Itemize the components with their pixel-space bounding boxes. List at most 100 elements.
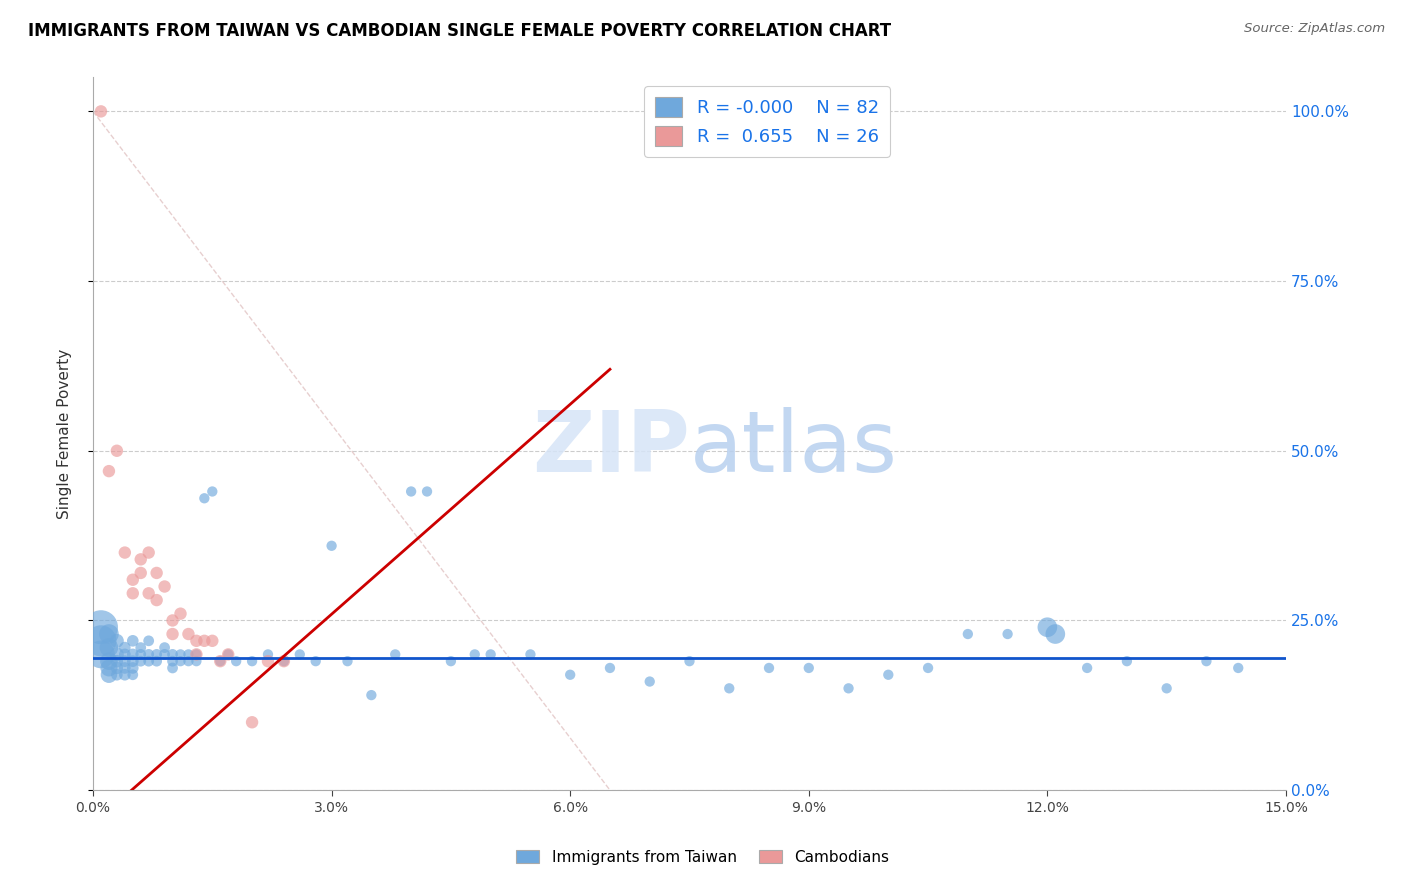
Y-axis label: Single Female Poverty: Single Female Poverty [58,349,72,519]
Text: Source: ZipAtlas.com: Source: ZipAtlas.com [1244,22,1385,36]
Text: ZIP: ZIP [531,407,689,490]
Point [177,627,200,641]
Point [997,627,1019,641]
Point [145,654,167,668]
Point [519,648,541,662]
Point [105,443,128,458]
Point [718,681,741,696]
Point [201,633,224,648]
Point [162,614,184,628]
Point [440,654,463,668]
Point [273,654,295,668]
Point [360,688,382,702]
Point [129,552,152,566]
Point [97,661,120,675]
Point [169,648,191,662]
Point [162,648,184,662]
Text: atlas: atlas [689,407,897,490]
Point [153,580,176,594]
Point [121,667,143,681]
Point [257,654,280,668]
Point [90,104,112,119]
Point [169,607,191,621]
Point [638,674,661,689]
Point [186,633,208,648]
Point [177,648,200,662]
Point [121,633,143,648]
Point [177,654,200,668]
Point [1227,661,1250,675]
Point [1076,661,1098,675]
Point [305,654,328,668]
Point [114,667,136,681]
Point [1156,681,1178,696]
Point [105,633,128,648]
Point [145,648,167,662]
Point [105,648,128,662]
Legend: Immigrants from Taiwan, Cambodians: Immigrants from Taiwan, Cambodians [510,844,896,871]
Point [153,648,176,662]
Point [678,654,700,668]
Point [162,654,184,668]
Point [758,661,780,675]
Point [193,491,215,506]
Point [288,648,311,662]
Point [145,593,167,607]
Point [479,648,502,662]
Point [186,648,208,662]
Point [90,648,112,662]
Point [121,586,143,600]
Point [201,484,224,499]
Point [138,648,160,662]
Point [129,566,152,580]
Point [97,464,120,478]
Point [169,654,191,668]
Point [90,620,112,634]
Point [97,667,120,681]
Point [121,573,143,587]
Point [273,654,295,668]
Point [114,545,136,559]
Point [186,648,208,662]
Point [186,654,208,668]
Point [105,661,128,675]
Point [114,661,136,675]
Point [797,661,820,675]
Point [956,627,979,641]
Legend: R = -0.000    N = 82, R =  0.655    N = 26: R = -0.000 N = 82, R = 0.655 N = 26 [644,87,890,157]
Point [877,667,900,681]
Point [97,640,120,655]
Point [1195,654,1218,668]
Point [145,566,167,580]
Point [114,654,136,668]
Point [138,586,160,600]
Point [129,654,152,668]
Point [138,545,160,559]
Point [464,648,486,662]
Point [321,539,343,553]
Point [399,484,422,499]
Point [1036,620,1059,634]
Text: IMMIGRANTS FROM TAIWAN VS CAMBODIAN SINGLE FEMALE POVERTY CORRELATION CHART: IMMIGRANTS FROM TAIWAN VS CAMBODIAN SING… [28,22,891,40]
Point [1045,627,1067,641]
Point [209,654,232,668]
Point [138,633,160,648]
Point [121,661,143,675]
Point [153,640,176,655]
Point [209,654,232,668]
Point [217,648,239,662]
Point [129,640,152,655]
Point [121,654,143,668]
Point [257,648,280,662]
Point [97,654,120,668]
Point [105,667,128,681]
Point [121,648,143,662]
Point [217,648,239,662]
Point [240,715,263,730]
Point [193,633,215,648]
Point [114,648,136,662]
Point [416,484,439,499]
Point [162,661,184,675]
Point [105,654,128,668]
Point [114,640,136,655]
